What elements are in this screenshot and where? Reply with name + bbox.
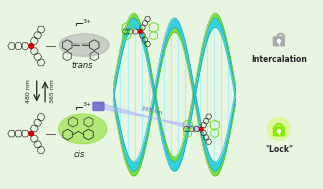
Circle shape xyxy=(277,40,280,43)
Ellipse shape xyxy=(59,34,109,56)
FancyBboxPatch shape xyxy=(273,37,285,46)
Circle shape xyxy=(29,44,34,48)
Ellipse shape xyxy=(58,114,107,144)
FancyBboxPatch shape xyxy=(93,102,104,110)
Circle shape xyxy=(277,130,280,132)
Text: 365 nm: 365 nm xyxy=(50,79,55,103)
Text: 3+: 3+ xyxy=(83,102,92,107)
FancyBboxPatch shape xyxy=(273,127,285,136)
Circle shape xyxy=(138,30,142,33)
Text: 3+: 3+ xyxy=(83,19,92,24)
Ellipse shape xyxy=(267,118,290,140)
Text: Intercalation: Intercalation xyxy=(251,55,307,64)
Circle shape xyxy=(199,127,203,131)
Text: trans: trans xyxy=(72,61,93,70)
Circle shape xyxy=(29,131,34,136)
Text: 365 nm: 365 nm xyxy=(141,107,162,116)
Text: cis: cis xyxy=(74,150,85,159)
Text: 480 nm: 480 nm xyxy=(26,79,32,103)
Polygon shape xyxy=(96,102,204,131)
Text: "Lock": "Lock" xyxy=(265,145,293,154)
